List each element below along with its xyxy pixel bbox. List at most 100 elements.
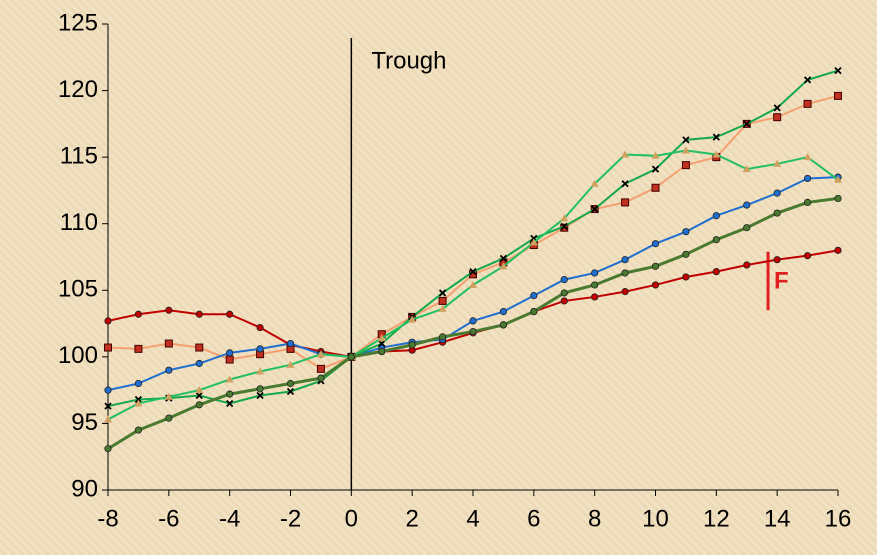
marker	[469, 268, 477, 276]
marker	[682, 228, 690, 236]
x-tick-label: 12	[703, 505, 730, 532]
marker	[499, 307, 508, 316]
marker	[651, 165, 660, 173]
marker	[743, 120, 751, 128]
marker	[165, 306, 173, 314]
marker	[347, 353, 355, 361]
marker	[743, 261, 751, 269]
marker	[438, 296, 447, 305]
marker	[104, 343, 112, 352]
marker	[621, 180, 629, 188]
marker	[499, 262, 508, 270]
marker	[195, 401, 203, 409]
marker	[286, 360, 295, 368]
marker	[651, 183, 660, 192]
marker	[195, 391, 203, 400]
marker	[773, 113, 782, 122]
marker	[560, 289, 568, 297]
x-tick-label: -4	[219, 505, 240, 532]
marker	[469, 327, 477, 336]
marker	[438, 304, 447, 312]
marker	[165, 414, 173, 422]
marker	[256, 385, 264, 393]
marker	[560, 214, 569, 222]
marker	[499, 254, 508, 262]
series-line	[107, 94, 839, 370]
marker	[438, 289, 447, 297]
marker	[286, 339, 295, 348]
marker	[803, 99, 812, 108]
marker	[377, 334, 386, 342]
marker	[378, 339, 386, 348]
marker	[834, 91, 842, 100]
marker	[529, 238, 538, 246]
marker	[256, 367, 265, 375]
marker	[651, 240, 660, 248]
marker	[226, 399, 234, 408]
marker	[408, 341, 416, 349]
y-tick-label: 95	[71, 409, 98, 436]
marker	[195, 386, 204, 394]
marker	[530, 307, 538, 316]
marker	[104, 415, 112, 423]
x-tick-label: 4	[466, 505, 479, 532]
marker	[225, 355, 234, 364]
x-tick-label: 16	[825, 505, 852, 532]
marker	[591, 281, 599, 289]
marker	[590, 179, 599, 187]
marker	[316, 350, 325, 358]
marker	[256, 323, 264, 332]
x-tick-label: 2	[405, 505, 418, 532]
marker	[621, 198, 630, 207]
x-tick-label: 14	[764, 505, 791, 532]
marker	[743, 201, 751, 209]
marker	[712, 133, 720, 141]
marker	[104, 445, 112, 453]
marker	[621, 256, 629, 264]
marker	[560, 297, 568, 305]
y-tick-label: 105	[58, 276, 98, 303]
marker	[104, 402, 112, 410]
series-line	[107, 249, 839, 358]
marker	[317, 374, 325, 382]
marker	[165, 366, 173, 374]
marker	[773, 189, 781, 197]
marker	[469, 317, 477, 325]
marker	[621, 269, 629, 277]
marker	[286, 387, 295, 396]
marker	[712, 268, 720, 276]
marker	[226, 310, 234, 318]
marker	[134, 379, 143, 388]
x-tick-label: 10	[642, 505, 669, 532]
marker	[591, 269, 599, 277]
marker	[621, 288, 629, 296]
y-tick-label: 120	[58, 76, 98, 103]
marker	[803, 153, 812, 161]
marker	[682, 250, 690, 258]
y-tick-label: 125	[58, 9, 98, 36]
x-tick-label: 0	[345, 505, 358, 532]
marker	[560, 276, 568, 284]
annotation: F	[774, 268, 789, 295]
marker	[651, 151, 660, 159]
marker	[773, 209, 781, 217]
marker	[164, 339, 173, 348]
x-tick-label: -2	[280, 505, 301, 532]
annotation: Trough	[371, 47, 446, 74]
marker	[469, 280, 477, 288]
marker	[104, 317, 112, 325]
marker	[195, 310, 203, 318]
marker	[408, 315, 417, 323]
marker	[316, 364, 325, 373]
marker	[773, 104, 781, 112]
marker	[834, 175, 842, 183]
x-tick-label: -6	[158, 505, 179, 532]
marker	[438, 333, 447, 341]
marker	[681, 146, 690, 154]
x-tick-label: -8	[97, 505, 118, 532]
marker	[134, 426, 143, 434]
marker	[682, 273, 690, 281]
marker	[195, 343, 204, 352]
marker	[256, 345, 264, 353]
